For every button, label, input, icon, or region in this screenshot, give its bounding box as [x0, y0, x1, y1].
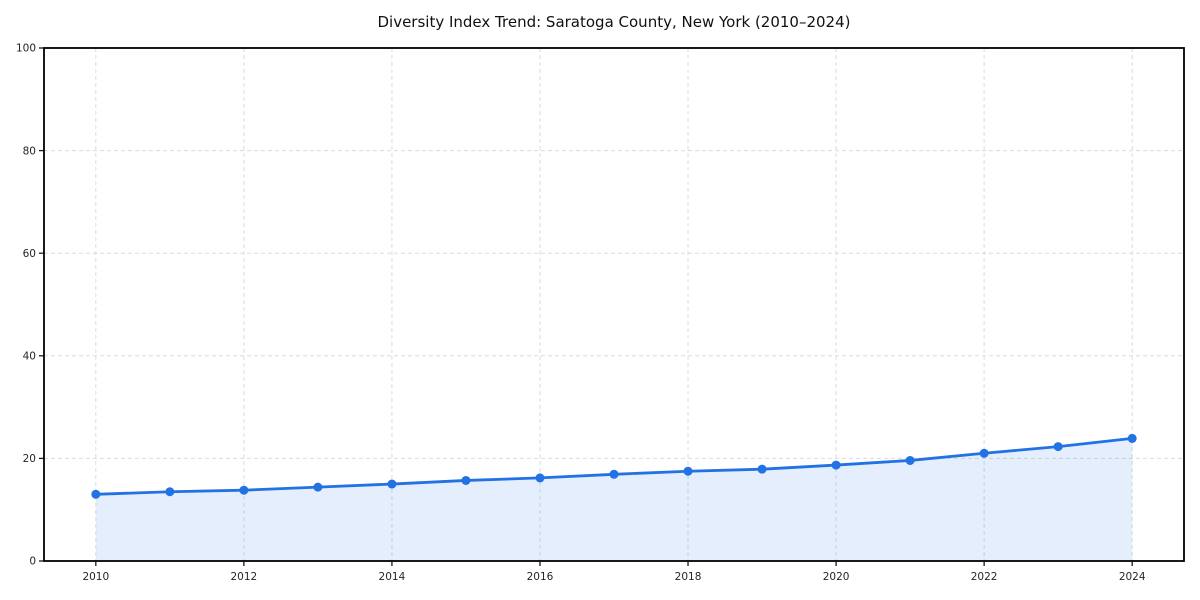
- data-point-marker: [905, 455, 915, 465]
- y-axis-tick-label: 100: [16, 43, 36, 55]
- data-point-marker: [1053, 442, 1063, 452]
- data-point-marker: [757, 464, 767, 474]
- y-axis-tick-label: 60: [23, 248, 36, 260]
- data-point-marker: [239, 485, 249, 495]
- x-axis-tick-label: 2020: [823, 571, 850, 583]
- x-axis-tick-label: 2010: [82, 571, 109, 583]
- data-point-marker: [831, 460, 841, 470]
- data-point-marker: [979, 448, 989, 458]
- x-axis-tick-label: 2024: [1119, 571, 1146, 583]
- data-point-marker: [609, 469, 619, 479]
- x-axis-tick-label: 2016: [527, 571, 554, 583]
- x-axis-tick-label: 2022: [971, 571, 998, 583]
- y-axis-tick-label: 0: [29, 556, 36, 568]
- x-axis-tick-label: 2012: [231, 571, 258, 583]
- data-point-marker: [165, 487, 175, 497]
- y-axis-tick-label: 40: [23, 351, 36, 363]
- data-point-marker: [1127, 433, 1137, 443]
- chart-title: Diversity Index Trend: Saratoga County, …: [377, 13, 850, 31]
- x-axis-tick-label: 2014: [379, 571, 406, 583]
- series-area-fill: [95, 438, 1133, 561]
- data-point-marker: [313, 482, 323, 492]
- data-point-marker: [91, 489, 101, 499]
- x-axis-tick-label: 2018: [675, 571, 702, 583]
- data-point-marker: [535, 473, 545, 483]
- y-axis-tick-label: 80: [23, 145, 36, 157]
- data-point-marker: [387, 479, 397, 489]
- data-point-marker: [461, 475, 471, 485]
- y-axis-tick-label: 20: [23, 453, 36, 465]
- plot-border-spines: [43, 47, 1185, 562]
- data-point-marker: [683, 466, 693, 476]
